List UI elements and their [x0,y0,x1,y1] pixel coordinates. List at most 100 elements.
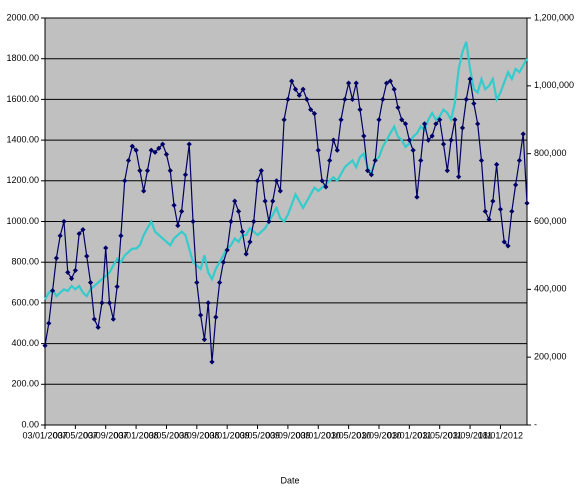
data-point [114,284,120,290]
data-point [444,168,450,174]
data-point [87,279,94,286]
data-point [224,247,230,253]
data-point [273,178,280,184]
data-point [190,218,196,225]
data-point [471,100,477,107]
data-point [103,245,109,251]
x-tick-label: 03/09/2009 [265,430,310,440]
data-point [84,253,90,259]
data-point [357,106,363,113]
data-point [376,117,382,123]
data-point [327,157,333,164]
data-point [167,168,173,174]
data-point [338,117,344,123]
y-tick-label: 1200.00 [6,175,39,185]
data-point [516,157,523,164]
data-point [308,106,314,113]
x-tick-label: 03/09/2007 [83,430,128,440]
data-point [402,121,409,127]
data-point [437,117,443,123]
data-point [372,157,378,164]
data-point [125,157,132,164]
data-point [49,288,56,294]
data-point [456,174,462,180]
data-point [235,208,242,214]
data-point [254,178,261,184]
data-point [486,216,492,223]
data-point [148,147,154,153]
data-point [300,86,306,92]
data-point [323,184,329,190]
data-point [421,121,428,127]
x-tick-label: 03/01/2007 [22,430,67,440]
data-point [304,96,310,102]
y-tick-label: 800.00 [11,257,39,267]
y-tick-label: 1800.00 [6,53,39,63]
x-tick-label: 03/05/2008 [144,430,189,440]
data-point [513,182,519,188]
data-point [198,312,204,318]
data-point [129,143,135,149]
data-point [258,168,264,174]
data-point [133,147,139,153]
data-point [353,80,359,86]
data-point [429,133,435,139]
data-point [478,157,485,164]
series-line [44,41,528,301]
data-point [399,117,405,123]
y2-tick-label: - [534,419,537,429]
data-point [440,141,447,147]
data-point [418,157,424,164]
data-point [232,198,238,204]
x-tick-label: 03/09/2008 [174,430,219,440]
data-point [281,117,287,123]
x-tick-label: 03/01/2010 [296,430,341,440]
x-tick-label: 03/01/2009 [205,430,250,440]
y-tick-label: 0.00 [21,419,39,429]
data-point [311,111,318,117]
data-point [524,200,530,206]
data-point [205,300,211,306]
data-point [80,227,86,233]
data-point [239,229,245,235]
data-point [137,168,143,174]
data-point [160,141,166,147]
data-point [266,218,272,225]
data-point [482,208,488,214]
data-point [383,80,390,86]
y-tick-label: 200.00 [11,379,39,389]
data-point [497,206,504,212]
data-point [296,92,302,98]
data-point [292,86,299,92]
data-point [171,202,177,208]
data-point [319,178,325,184]
data-point [247,239,253,245]
data-point [505,243,511,249]
data-point [368,172,374,178]
x-tick-label: 03/09/2010 [356,430,401,440]
data-point [156,145,162,151]
data-point [330,137,337,143]
data-point [452,117,458,123]
data-point [228,218,234,225]
data-point [361,133,367,139]
data-point [501,239,507,245]
data-point [425,137,431,143]
data-point [520,131,526,137]
y2-tick-label: 400,000 [534,284,567,294]
data-point [179,208,185,214]
y-tick-label: 1400.00 [6,134,39,144]
data-point [110,316,116,322]
data-point [414,194,420,200]
y-tick-label: 1000.00 [6,216,39,226]
data-point [46,320,52,326]
data-point [144,168,151,174]
data-point [118,233,124,239]
data-point [220,259,226,265]
y-tick-label: 2000.00 [6,12,39,22]
data-point [182,172,189,178]
data-point [475,121,481,127]
data-point [152,149,158,155]
data-point [406,137,412,143]
